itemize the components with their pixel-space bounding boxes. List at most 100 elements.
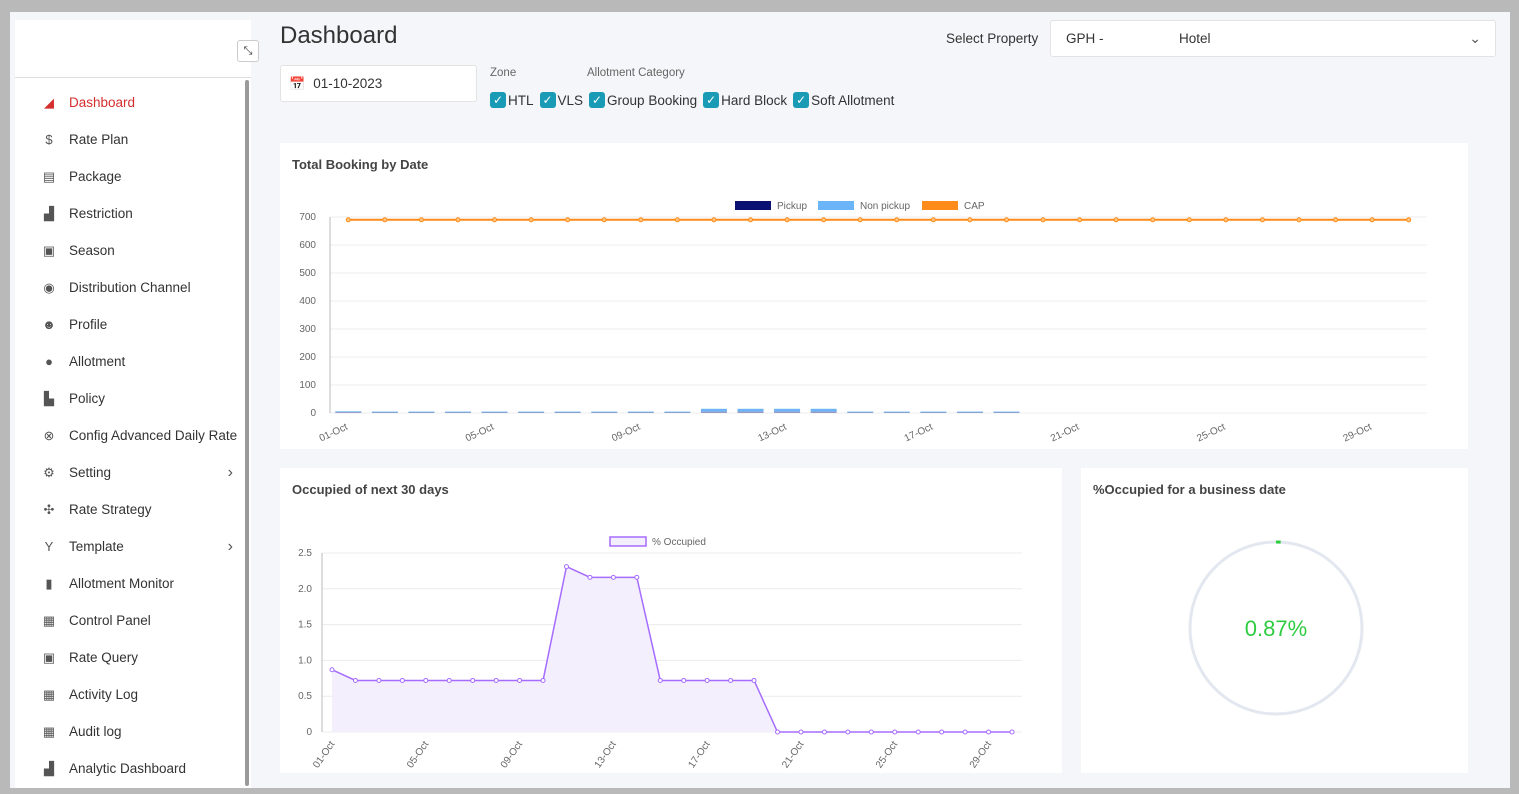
bar-non-pickup [883,411,910,413]
bar-non-pickup [700,408,727,412]
collapse-sidebar-button[interactable]: ⤡ [237,40,259,62]
bar-pickup [627,412,654,413]
checkbox-group-booking[interactable]: ✓ Group Booking [589,92,697,108]
bar-non-pickup [335,411,362,413]
date-picker[interactable]: 📅 01-10-2023 [280,65,477,102]
occupied-point [493,677,499,683]
gauge-value: 0.87% [1245,616,1307,641]
checkbox-label: Hard Block [721,92,788,108]
checkbox-label: Group Booking [607,92,698,108]
dashboard-icon: ▦ [42,612,56,628]
chevron-right-icon: › [227,537,233,555]
sidebar-item-distribution-channel[interactable]: ◉ Distribution Channel [15,269,251,306]
legend-label: % Occupied [652,537,706,548]
sidebar-item-allotment[interactable]: ● Allotment [15,343,251,380]
check-icon: ✓ [539,92,556,108]
gauge-arc [1188,540,1364,716]
chart-title: %Occupied for a business date [1093,482,1286,497]
sidebar-item-season[interactable]: ▣ Season [15,232,251,269]
y-tick-label: 700 [299,212,316,223]
bar-pickup [847,412,874,413]
sidebar-item-label: Policy [69,391,106,406]
x-tick-label: 05-Oct [464,422,496,445]
sidebar-item-label: Analytic Dashboard [69,761,187,776]
occupied-point [423,677,429,683]
cap-point [748,217,754,223]
sidebar-item-label: Config Advanced Daily Rate [69,428,238,443]
sidebar-item-label: Activity Log [69,687,139,702]
occupied-point [798,729,804,735]
y-tick-label: 100 [299,380,316,391]
bar-pickup [737,411,764,413]
sidebar-item-package[interactable]: ▤ Package [15,158,251,195]
sidebar-item-control-panel[interactable]: ▦ Control Panel [15,602,251,639]
legend-swatch [922,201,958,210]
sidebar-item-config-advanced-daily-rate[interactable]: ⊗ Config Advanced Daily Rate [15,417,251,454]
broadcast-icon: ◉ [43,279,55,295]
checkbox-soft-allotment[interactable]: ✓ Soft Allotment [793,92,894,108]
sidebar-item-rate-query[interactable]: ▣ Rate Query [15,639,251,676]
cap-point [601,217,607,223]
sidebar-item-label: Package [69,169,122,184]
checkbox-hard-block[interactable]: ✓ Hard Block [703,92,787,108]
sidebar-item-profile[interactable]: ☻ Profile [15,306,251,343]
legend-label: CAP [964,201,985,212]
sidebar-item-label: Rate Plan [69,132,129,147]
checkbox-label: Soft Allotment [811,92,895,108]
x-tick-label: 09-Oct [499,739,525,770]
occupied-point [821,729,827,735]
property-select[interactable]: GPH - Hotel ⌄ [1050,20,1496,57]
sidebar-item-activity-log[interactable]: ▦ Activity Log [15,676,251,713]
property-code: GPH - [1066,31,1104,46]
sidebar-item-dashboard[interactable]: ◢ Dashboard [15,84,251,121]
x-tick-label: 21-Oct [780,739,806,770]
sidebar-item-rate-plan[interactable]: $ Rate Plan [15,121,251,158]
cap-point [1003,217,1009,223]
sidebar-item-restriction[interactable]: ▟ Restriction [15,195,251,232]
chart-title: Total Booking by Date [292,157,429,172]
y-tick-label: 1.5 [298,620,312,631]
y-tick-label: 1.0 [298,655,312,666]
allotment-category-label: Allotment Category [587,67,685,79]
sidebar-item-label: Dashboard [69,95,136,110]
y-tick-label: 400 [299,296,316,307]
occupied-point [540,677,546,683]
occupied-point [775,729,781,735]
bar-pickup [664,412,691,413]
occupied-point [376,677,382,683]
checkbox-vls[interactable]: ✓ VLS [539,92,583,108]
x-tick-label: 25-Oct [874,739,900,770]
bar-pickup [810,411,837,413]
chart-title: Occupied of next 30 days [292,482,449,497]
sidebar: ⤡ ◢ Dashboard $ Rate Plan ▤ Package ▟ Restricti… [15,20,259,788]
sidebar-item-audit-log[interactable]: ▦ Audit log [15,713,251,750]
cap-point [930,217,936,223]
occupied-point [728,677,734,683]
sidebar-item-policy[interactable]: ▙ Policy [15,380,251,417]
sidebar-item-template[interactable]: Y Template › [15,528,251,565]
bar-pickup [444,412,471,413]
cap-point [1369,217,1375,223]
bar-pickup [920,412,947,413]
sidebar-item-setting[interactable]: ⚙ Setting › [15,454,251,491]
bar-non-pickup [371,411,398,413]
occupied-point [939,729,945,735]
sidebar-item-analytic-dashboard[interactable]: ▟ Analytic Dashboard [15,750,251,787]
occupied-point [329,667,335,673]
bar-non-pickup [444,411,471,413]
bar-non-pickup [554,411,581,413]
sidebar-item-rate-strategy[interactable]: ✣ Rate Strategy [15,491,251,528]
occupied-chart: 0 0.5 1.0 1.5 2.0 2.5 01-Oct 05-Oct 09-Oct 13-Oct… [298,536,1022,770]
x-tick-label: 13-Oct [756,422,788,445]
cap-point [674,217,680,223]
y-tick-label: 500 [299,268,316,279]
checkbox-htl[interactable]: ✓ HTL [490,92,534,108]
bar-non-pickup [737,408,764,412]
sidebar-item-allotment-monitor[interactable]: ▮ Allotment Monitor [15,565,251,602]
bar-non-pickup [810,408,837,412]
sidebar-scrollbar[interactable] [245,80,249,786]
y-tick-label: 2.5 [298,548,312,559]
bar-pickup [774,411,801,413]
occupied-business-date-card: %Occupied for a business date 0.87% [1081,468,1468,773]
check-icon: ✓ [589,92,606,108]
